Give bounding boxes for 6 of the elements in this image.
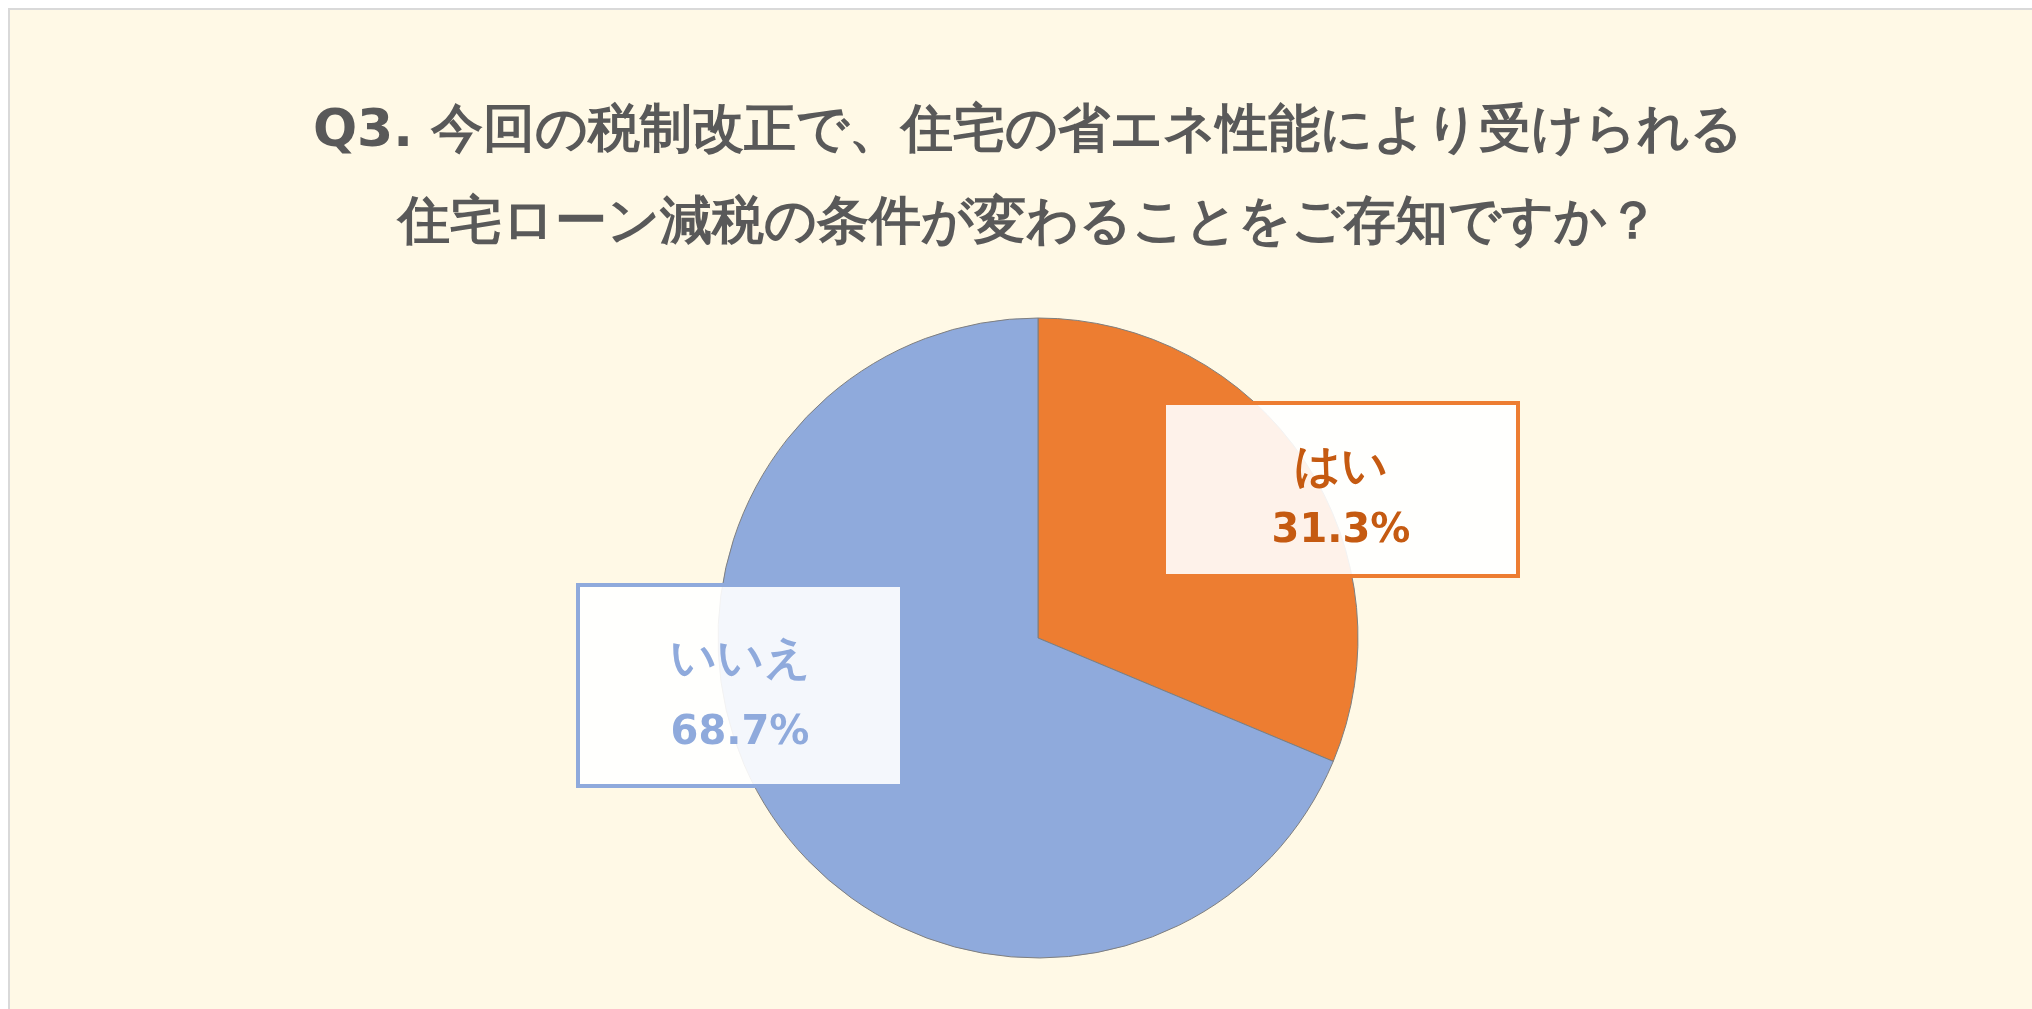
slice-label: いいえ [669, 630, 811, 685]
data-label: 68.7% [670, 706, 810, 753]
chart-subtitle: 住宅ローン減税の条件が変わることをご存知ですか？ [395, 190, 1659, 250]
slice-label: はい [1294, 438, 1388, 493]
data-label: 31.3% [1271, 504, 1411, 551]
chart-title: Q3. 今回の税制改正で、住宅の省エネ性能により受けられる [312, 98, 1744, 158]
